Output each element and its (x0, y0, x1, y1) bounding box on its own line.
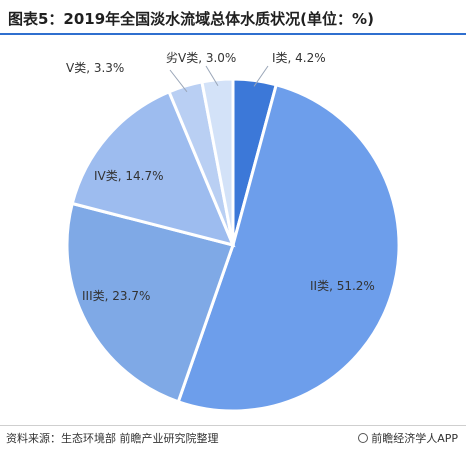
label-leaders (169, 65, 269, 93)
pie-slice-inferior-v (200, 77, 235, 246)
slice-label-iii: III类, 23.7% (82, 289, 150, 303)
brand-logo-icon (358, 433, 369, 443)
brand-text: 前瞻经济学人APP (371, 432, 458, 445)
pie-slice-iii (65, 201, 235, 404)
chart-title: 图表5：2019年全国淡水流域总体水质状况(单位：%) (8, 10, 374, 28)
pie-slices (65, 77, 401, 413)
leader-line-i (253, 65, 269, 87)
footer-divider (0, 425, 466, 426)
brand-mark: 前瞻经济学人APP (358, 430, 458, 446)
slice-label-v: V类, 3.3% (66, 61, 124, 75)
pie-slice-iv (70, 89, 236, 248)
slice-label-ii: II类, 51.2% (310, 279, 375, 293)
title-divider (0, 33, 466, 35)
pie-chart: I类, 4.2% II类, 51.2% III类, 23.7% IV类, 14.7% V… (65, 51, 401, 413)
slice-label-i: I类, 4.2% (272, 51, 326, 65)
slice-label-iv: IV类, 14.7% (94, 169, 164, 183)
leader-line-inferior-v (205, 65, 219, 86)
pie-slice-ii (176, 82, 401, 413)
source-note: 资料来源：生态环境部 前瞻产业研究院整理 (6, 432, 219, 445)
leader-line-v (169, 69, 188, 93)
slice-label-inferior-v: 劣V类, 3.0% (166, 51, 236, 65)
slice-labels: I类, 4.2% II类, 51.2% III类, 23.7% IV类, 14.7% V… (66, 51, 375, 303)
